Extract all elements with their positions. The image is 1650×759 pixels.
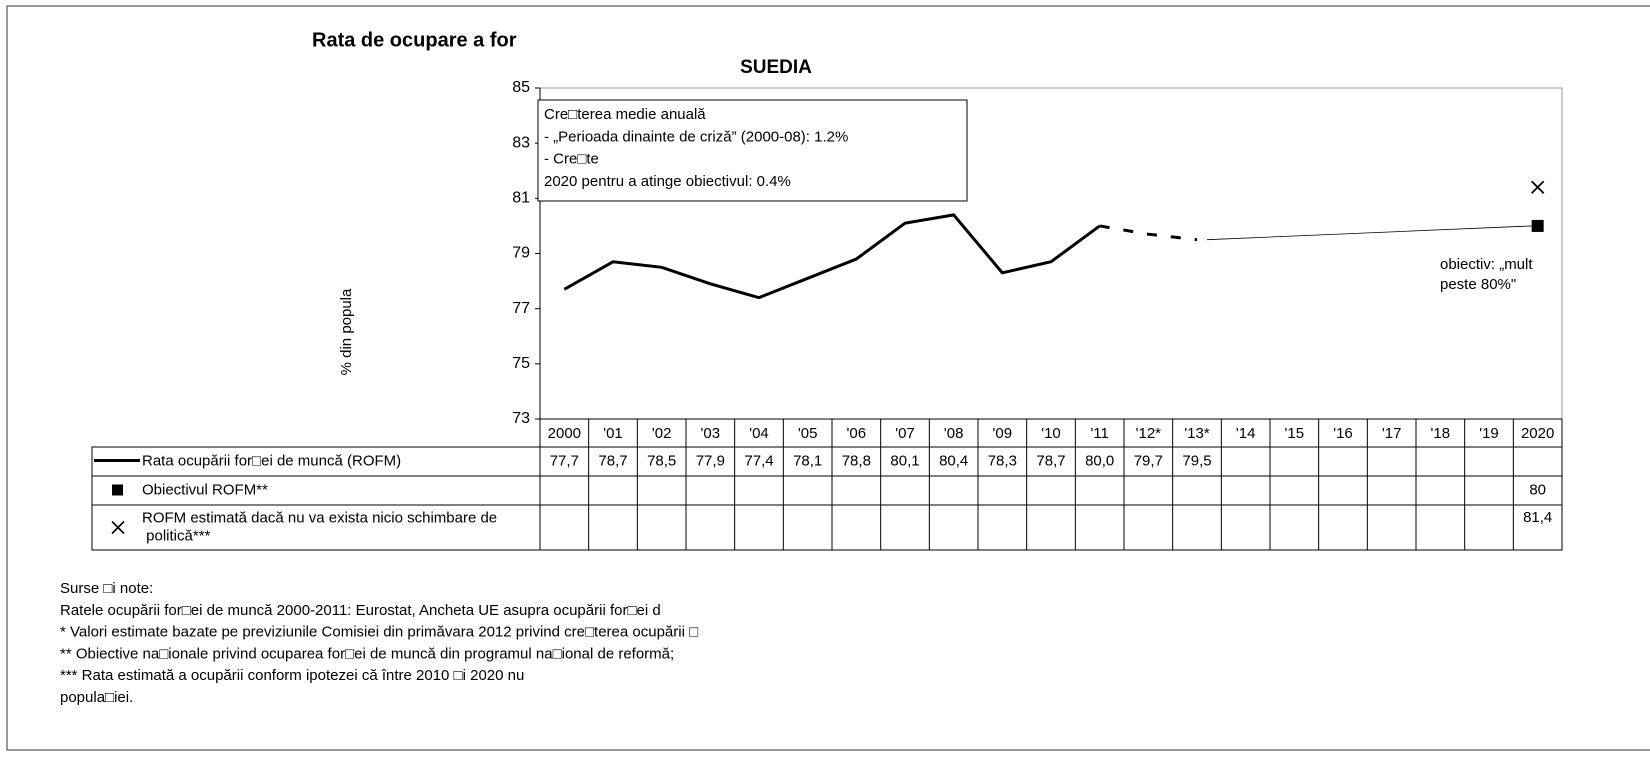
line-series-estimate	[1099, 224, 1198, 242]
legend-symbol	[112, 484, 123, 496]
chart-title: Rata de ocupare a for	[312, 29, 517, 51]
table-value: 79,5	[1182, 452, 1211, 469]
annotation-text: - „Perioada dinainte de criză” (2000-08)…	[544, 128, 848, 145]
table-value: 80,0	[1085, 452, 1114, 469]
x-tick-label: '06	[847, 425, 867, 442]
note: ** Obiective na□ionale privind ocuparea …	[60, 645, 674, 662]
x-tick-label: '16	[1333, 425, 1353, 442]
annotation-text: - Cre□te	[544, 151, 599, 168]
table-value: 78,8	[842, 452, 871, 469]
table-value: 78,5	[647, 452, 676, 469]
x-tick-label: '17	[1382, 425, 1402, 442]
y-tick-label: 83	[512, 134, 530, 151]
table-value: 77,4	[744, 452, 773, 469]
x-tick-label: '14	[1236, 425, 1256, 442]
x-tick-label: '15	[1285, 425, 1305, 442]
x-tick-label: '08	[944, 425, 964, 442]
x-tick-label: '10	[1041, 425, 1061, 442]
estimate-marker	[1531, 180, 1545, 194]
note: Surse □i note:	[60, 580, 153, 597]
x-tick-label: '07	[895, 425, 915, 442]
note: popula□iei.	[60, 689, 133, 706]
legend-symbol	[111, 520, 125, 535]
y-axis-label: % din popula	[338, 288, 355, 375]
target-note: peste 80%"	[1440, 276, 1516, 293]
table-value: 78,1	[793, 452, 822, 469]
table-value: 81,4	[1523, 509, 1552, 526]
x-tick-label: 2000	[548, 425, 581, 442]
y-tick-label: 79	[512, 245, 530, 262]
annotation-text: 2020 pentru a atinge obiectivul: 0.4%	[544, 173, 791, 190]
x-tick-label: '03	[701, 425, 721, 442]
note: Ratele ocupării for□ei de muncă 2000-201…	[60, 602, 661, 619]
table-value: 80,4	[939, 452, 968, 469]
y-tick-label: 77	[512, 300, 530, 317]
y-tick-label: 81	[512, 190, 530, 207]
y-tick-label: 85	[512, 79, 530, 96]
legend-label: ROFM estimată dacă nu va exista nicio sc…	[142, 509, 497, 544]
target-path	[1206, 225, 1532, 241]
x-tick-label: '04	[749, 425, 769, 442]
note: *** Rata estimată a ocupării conform ipo…	[60, 667, 524, 684]
annotation-box	[537, 99, 968, 202]
note: * Valori estimate bazate pe previziunile…	[60, 624, 698, 641]
table-value: 77,9	[696, 452, 725, 469]
x-tick-label: '19	[1479, 425, 1499, 442]
line-series	[563, 213, 1101, 300]
x-tick-label: '05	[798, 425, 818, 442]
y-tick-label: 73	[512, 410, 530, 427]
x-tick-label: '13*	[1184, 425, 1210, 442]
x-tick-label: '12*	[1136, 425, 1162, 442]
x-tick-label: '11	[1090, 425, 1108, 442]
table-value: 80,1	[890, 452, 919, 469]
table-value: 78,7	[598, 452, 627, 469]
x-tick-label: '02	[652, 425, 672, 442]
chart-subtitle: SUEDIA	[740, 57, 812, 78]
table-value: 77,7	[550, 452, 579, 469]
table-border	[91, 446, 1563, 551]
x-tick-label: '01	[603, 425, 623, 442]
frame	[6, 5, 1650, 751]
annotation-text: Cre□terea medie anuală	[544, 106, 706, 123]
target-note: obiectiv: „mult	[1440, 256, 1533, 273]
table-value: 80	[1529, 481, 1546, 498]
legend-label: Rata ocupării for□ei de muncă (ROFM)	[142, 452, 401, 469]
y-tick-label: 75	[512, 355, 530, 372]
x-tick-label: 2020	[1521, 425, 1554, 442]
target-marker	[1531, 219, 1544, 232]
x-tick-label: '09	[993, 425, 1013, 442]
table-value: 79,7	[1134, 452, 1163, 469]
table-value: 78,3	[988, 452, 1017, 469]
plot-frame	[540, 87, 1563, 419]
x-tick-label: '18	[1431, 425, 1451, 442]
legend-label: Obiectivul ROFM**	[142, 481, 268, 498]
table-value: 78,7	[1036, 452, 1065, 469]
